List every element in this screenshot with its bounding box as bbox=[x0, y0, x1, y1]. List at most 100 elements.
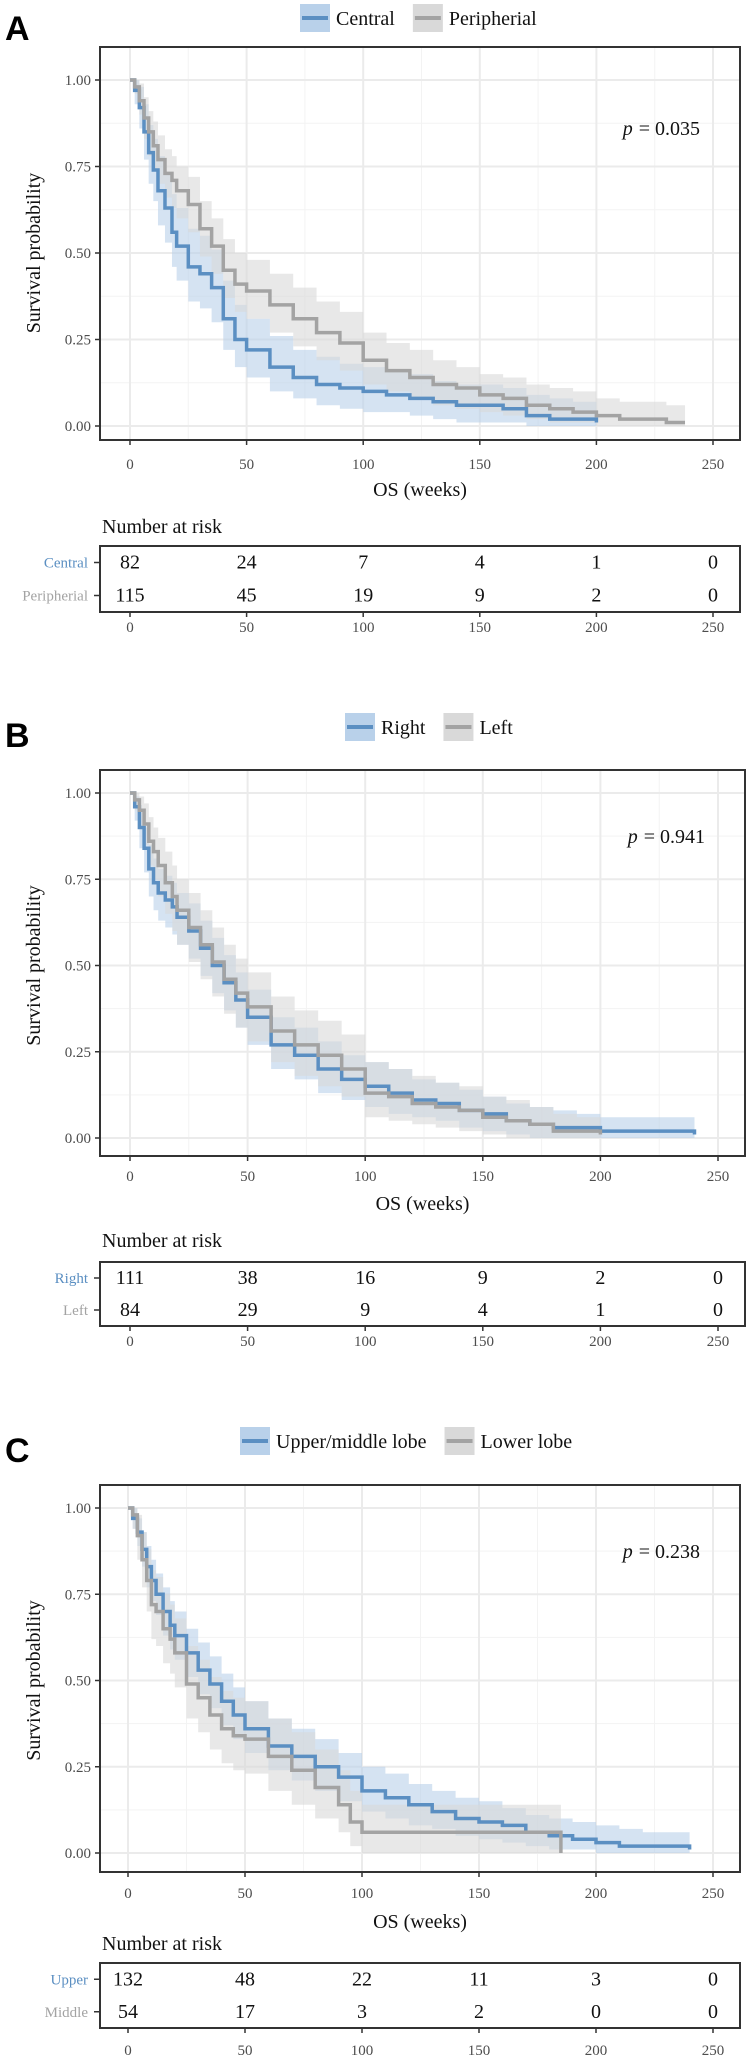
risk-count: 17 bbox=[235, 2001, 255, 2023]
x-tick-label: 50 bbox=[239, 457, 254, 473]
risk-count: 84 bbox=[120, 1299, 140, 1321]
risk-count: 19 bbox=[353, 585, 373, 607]
risk-table: Number at risk Central 82 24 7 4 1 0 Peripherial… bbox=[22, 516, 741, 636]
y-tick-label: 0.50 bbox=[65, 1674, 91, 1690]
risk-time-label: 200 bbox=[585, 620, 608, 636]
x-tick-label: 50 bbox=[238, 1886, 253, 1902]
legend-label-1: Central bbox=[336, 8, 395, 30]
risk-count: 3 bbox=[591, 1968, 601, 1990]
risk-time-label: 50 bbox=[240, 1334, 255, 1350]
risk-count: 38 bbox=[238, 1267, 258, 1289]
risk-time-label: 0 bbox=[126, 620, 134, 636]
plot-border bbox=[99, 769, 746, 1157]
x-axis-label: OS (weeks) bbox=[373, 1911, 467, 1933]
y-tick-label: 0.50 bbox=[65, 246, 91, 262]
y-tick-label: 0.50 bbox=[65, 959, 91, 975]
risk-time-label: 100 bbox=[351, 2043, 374, 2059]
p-value: p = 0.238 bbox=[621, 1541, 700, 1563]
y-tick-label: 0.75 bbox=[65, 872, 91, 888]
risk-time-label: 100 bbox=[352, 620, 375, 636]
x-tick-label: 250 bbox=[702, 457, 725, 473]
risk-count: 0 bbox=[708, 1968, 718, 1990]
risk-row-label: Peripherial bbox=[22, 589, 88, 605]
x-tick-label: 150 bbox=[469, 457, 492, 473]
panel-letter: C bbox=[5, 1432, 30, 1470]
risk-time-label: 0 bbox=[124, 2043, 132, 2059]
risk-count: 2 bbox=[591, 585, 601, 607]
risk-count: 2 bbox=[595, 1267, 605, 1289]
risk-table-title: Number at risk bbox=[102, 1933, 222, 1955]
confidence-band-2 bbox=[128, 1508, 561, 1853]
risk-count: 4 bbox=[478, 1299, 488, 1321]
plot-area bbox=[99, 769, 746, 1157]
risk-count: 1 bbox=[591, 552, 601, 574]
risk-table-title: Number at risk bbox=[102, 1230, 222, 1252]
risk-time-label: 150 bbox=[472, 1334, 495, 1350]
risk-count: 4 bbox=[475, 552, 485, 574]
risk-count: 54 bbox=[118, 2001, 138, 2023]
p-value-symbol: p bbox=[621, 118, 633, 140]
survival-curve-1 bbox=[130, 78, 599, 423]
risk-count: 16 bbox=[355, 1267, 375, 1289]
risk-count: 9 bbox=[360, 1299, 370, 1321]
p-value-symbol: p bbox=[626, 826, 638, 848]
risk-row-label: Middle bbox=[45, 2005, 89, 2021]
y-axis-label: Survival probability bbox=[23, 173, 45, 334]
y-tick-label: 0.00 bbox=[65, 419, 91, 435]
plot-border bbox=[99, 1484, 741, 1873]
risk-table-border bbox=[99, 1962, 741, 2029]
risk-row-label: Upper bbox=[51, 1972, 89, 1988]
risk-count: 45 bbox=[237, 585, 257, 607]
risk-table: Number at risk Right 111 38 16 9 2 0 Left 84 29 9 4 1… bbox=[55, 1230, 746, 1350]
risk-count: 1 bbox=[595, 1299, 605, 1321]
risk-time-label: 250 bbox=[707, 1334, 730, 1350]
risk-table-title: Number at risk bbox=[102, 516, 222, 538]
risk-count: 132 bbox=[113, 1968, 143, 1990]
x-tick-label: 0 bbox=[124, 1886, 132, 1902]
plot-area bbox=[99, 46, 741, 441]
risk-time-label: 0 bbox=[126, 1334, 134, 1350]
risk-count: 48 bbox=[235, 1968, 255, 1990]
legend-label-1: Upper/middle lobe bbox=[276, 1431, 427, 1453]
risk-count: 2 bbox=[474, 2001, 484, 2023]
p-value-text: = 0.238 bbox=[639, 1541, 700, 1563]
plot-area bbox=[99, 1484, 741, 1873]
risk-time-label: 50 bbox=[239, 620, 254, 636]
panel-letter: A bbox=[5, 10, 30, 48]
y-tick-label: 0.00 bbox=[65, 1846, 91, 1862]
risk-time-label: 250 bbox=[702, 620, 725, 636]
risk-count: 0 bbox=[708, 585, 718, 607]
risk-time-label: 200 bbox=[585, 2043, 608, 2059]
x-tick-label: 250 bbox=[702, 1886, 725, 1902]
risk-time-label: 100 bbox=[354, 1334, 377, 1350]
risk-count: 3 bbox=[357, 2001, 367, 2023]
risk-count: 0 bbox=[591, 2001, 601, 2023]
risk-count: 0 bbox=[713, 1299, 723, 1321]
x-tick-label: 200 bbox=[589, 1169, 612, 1185]
x-tick-label: 50 bbox=[240, 1169, 255, 1185]
risk-time-label: 250 bbox=[702, 2043, 725, 2059]
risk-row-label: Central bbox=[44, 556, 88, 572]
risk-count: 24 bbox=[237, 552, 257, 574]
x-tick-label: 0 bbox=[126, 457, 134, 473]
confidence-band-2 bbox=[130, 80, 686, 426]
x-tick-label: 200 bbox=[585, 457, 608, 473]
survival-curve-2 bbox=[130, 791, 603, 1135]
p-value-text: = 0.941 bbox=[644, 826, 705, 848]
risk-time-label: 200 bbox=[589, 1334, 612, 1350]
risk-count: 11 bbox=[469, 1968, 488, 1990]
x-tick-label: 100 bbox=[351, 1886, 374, 1902]
y-tick-label: 1.00 bbox=[65, 1501, 91, 1517]
risk-count: 0 bbox=[713, 1267, 723, 1289]
risk-count: 9 bbox=[478, 1267, 488, 1289]
risk-table: Number at risk Upper 132 48 22 11 3 0 Middle 54 17… bbox=[45, 1933, 741, 2059]
risk-count: 82 bbox=[120, 552, 140, 574]
survival-curve-2 bbox=[128, 1506, 563, 1853]
x-tick-label: 150 bbox=[472, 1169, 495, 1185]
p-value: p = 0.035 bbox=[621, 118, 700, 140]
y-tick-label: 0.25 bbox=[65, 1760, 91, 1776]
